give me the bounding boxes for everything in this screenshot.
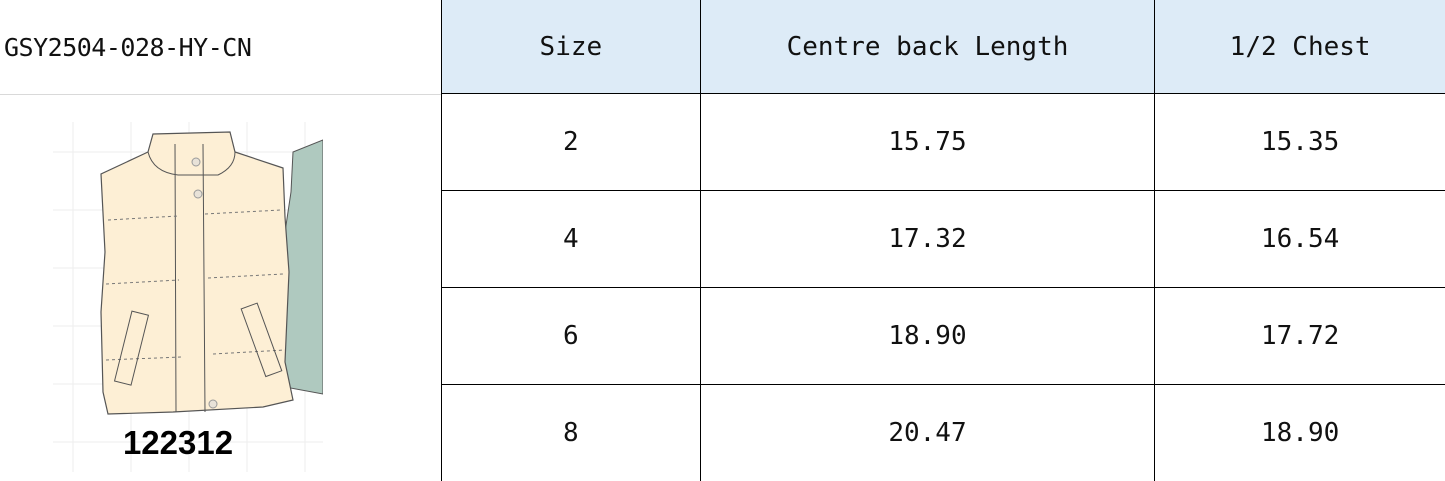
cell-length: 17.32 (699, 190, 1156, 288)
style-code: GSY2504-028-HY-CN (4, 33, 252, 62)
vest-sketch-image (53, 122, 324, 472)
cell-size: 4 (441, 190, 701, 288)
size-chart-table: Size Centre back Length 1/2 Chest 2 15.75… (441, 0, 1445, 481)
header-row: Size Centre back Length 1/2 Chest (441, 0, 1445, 94)
cell-length: 18.90 (699, 287, 1156, 385)
style-number-label: 122312 (122, 424, 234, 461)
header-centre-back-length: Centre back Length (699, 0, 1156, 94)
table-row: 4 17.32 16.54 (441, 190, 1445, 288)
cell-chest: 15.35 (1154, 93, 1445, 191)
cell-size: 8 (441, 384, 701, 481)
header-half-chest: 1/2 Chest (1154, 0, 1445, 94)
cell-chest: 18.90 (1154, 384, 1445, 481)
header-size: Size (441, 0, 701, 94)
table-row: 2 15.75 15.35 (441, 93, 1445, 191)
cell-size: 2 (441, 93, 701, 191)
cell-length: 15.75 (699, 93, 1156, 191)
cell-chest: 17.72 (1154, 287, 1445, 385)
divider (0, 94, 441, 95)
table-row: 8 20.47 18.90 (441, 384, 1445, 481)
cell-length: 20.47 (699, 384, 1156, 481)
cell-size: 6 (441, 287, 701, 385)
cell-chest: 16.54 (1154, 190, 1445, 288)
table-row: 6 18.90 17.72 (441, 287, 1445, 385)
